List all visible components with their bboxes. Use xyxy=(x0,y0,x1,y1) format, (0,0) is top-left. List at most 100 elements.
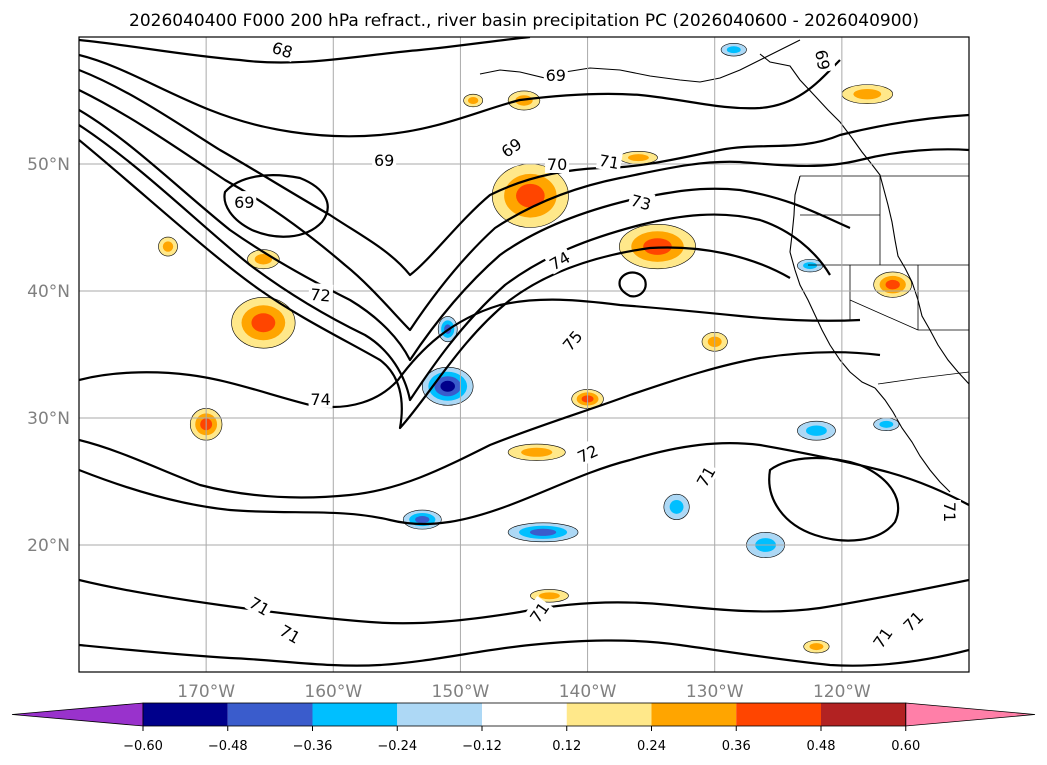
contour-74 xyxy=(79,139,791,430)
colorbar-tick-label: −0.36 xyxy=(293,739,333,754)
contour-label: 71 xyxy=(595,148,623,173)
contour-71 xyxy=(79,89,969,332)
colorbar-tick-label: −0.12 xyxy=(462,739,502,754)
precip-negative-shade xyxy=(669,499,684,514)
contour-72-south xyxy=(79,351,881,499)
colorbar-frame xyxy=(142,702,907,727)
contour-label-text: 69 xyxy=(811,48,833,71)
x-tick-label: 160°W xyxy=(304,682,362,702)
precip-positive-shade xyxy=(885,279,900,290)
contour-label-bg xyxy=(543,244,575,275)
colorbar-segment xyxy=(482,703,567,726)
precip-negative-shade xyxy=(415,516,430,524)
contour-label-bg xyxy=(268,37,298,62)
contour-label-bg xyxy=(372,149,397,170)
contour-label-text: 71 xyxy=(940,502,959,522)
contour-lines xyxy=(79,37,969,667)
contour-label-bg xyxy=(308,387,333,408)
contour-73 xyxy=(79,124,831,402)
contour-cell-small xyxy=(618,271,647,298)
us-mexico-border xyxy=(877,371,969,385)
contour-label: 69 xyxy=(232,191,257,212)
contour-label-bg xyxy=(495,131,527,162)
contour-label-text: 69 xyxy=(546,66,566,85)
contour-label-bg xyxy=(556,324,587,356)
coastline-baja xyxy=(874,387,951,493)
colorbar-tick-label: 0.36 xyxy=(722,739,751,754)
contour-72-cell-east xyxy=(768,457,900,542)
precip-negative-shade xyxy=(440,380,455,392)
colorbar-tick-label: −0.24 xyxy=(377,739,417,754)
colorbar-segment xyxy=(821,703,906,726)
colorbar: −0.60 −0.48 −0.36 −0.24 −0.12 0.12 0.24 0.36 0.4… xyxy=(11,702,1036,754)
x-tick-label: 120°W xyxy=(813,682,871,702)
contour-label-text: 69 xyxy=(374,151,394,170)
contour-label-bg xyxy=(543,64,568,85)
gridlines xyxy=(79,37,969,672)
colorbar-extend-low xyxy=(11,702,144,727)
contour-label-bg xyxy=(307,282,334,305)
precip-negative-shade xyxy=(529,528,557,536)
contour-label-text: 71 xyxy=(597,151,620,173)
precip-positive-shade xyxy=(809,643,824,651)
colorbar-extend-high xyxy=(905,702,1036,727)
x-axis-ticks: 170°W 160°W 150°W 140°W 130°W 120°W xyxy=(177,682,871,702)
contour-label-bg xyxy=(627,188,656,214)
contour-label-bg xyxy=(595,148,623,173)
coastline-alaska xyxy=(479,39,801,83)
contour-71-lower xyxy=(79,578,969,625)
coastline-west-coast-us xyxy=(789,175,876,389)
precip-positive-shade xyxy=(251,313,276,333)
contour-label-bg xyxy=(244,590,276,620)
y-tick-label: 20°N xyxy=(27,536,70,556)
colorbar-tick-label: 0.24 xyxy=(637,739,666,754)
colorbar-tick-label: 0.48 xyxy=(807,739,836,754)
precip-positive-shade xyxy=(628,154,649,162)
precip-positive-shade xyxy=(853,88,882,100)
precip-negative-shade xyxy=(726,46,741,54)
contour-label-bg xyxy=(866,621,897,653)
precip-positive-shade xyxy=(516,183,545,208)
precip-negative-shade xyxy=(806,425,827,436)
contour-label-bg xyxy=(811,46,836,74)
map-background xyxy=(79,37,969,672)
precip-positive-shade xyxy=(162,241,174,252)
us-state-borders xyxy=(800,176,969,331)
y-tick-label: 40°N xyxy=(27,282,70,302)
x-tick-label: 140°W xyxy=(559,682,617,702)
contour-label: 74 xyxy=(308,387,333,409)
contour-label-bg xyxy=(275,618,306,648)
contour-72 xyxy=(79,109,851,362)
contour-label-bg xyxy=(940,499,961,524)
land-layer xyxy=(479,39,969,493)
contour-label-bg xyxy=(896,604,928,637)
colorbar-tick-label: 0.12 xyxy=(552,739,581,754)
contour-label: 72 xyxy=(307,282,334,306)
contour-label: 69 xyxy=(811,46,836,74)
contour-label-bg xyxy=(232,191,257,212)
contour-75 xyxy=(79,298,861,409)
precip-negative-shade xyxy=(879,420,894,428)
precip-positive-shade xyxy=(521,447,553,457)
precip-positive-shade xyxy=(539,592,560,600)
contour-label-text: 73 xyxy=(629,191,654,215)
x-tick-label: 150°W xyxy=(432,682,490,702)
colorbar-segment xyxy=(566,703,652,726)
contour-68 xyxy=(79,37,531,64)
colorbar-segment xyxy=(651,703,737,726)
map-frame xyxy=(78,36,970,673)
precip-negative-shade xyxy=(803,262,818,270)
colorbar-tick-label: −0.60 xyxy=(123,739,163,754)
colorbar-segment xyxy=(397,703,482,726)
contour-label-bg xyxy=(545,153,570,173)
colorbar-tick-label: 0.60 xyxy=(891,739,920,754)
colorbar-segment xyxy=(143,703,228,726)
y-tick-label: 30°N xyxy=(27,409,70,429)
contour-69-north xyxy=(79,53,841,138)
colorbar-segment xyxy=(227,703,313,726)
precip-positive-shade xyxy=(254,254,273,265)
contour-label: 73 xyxy=(627,188,656,214)
